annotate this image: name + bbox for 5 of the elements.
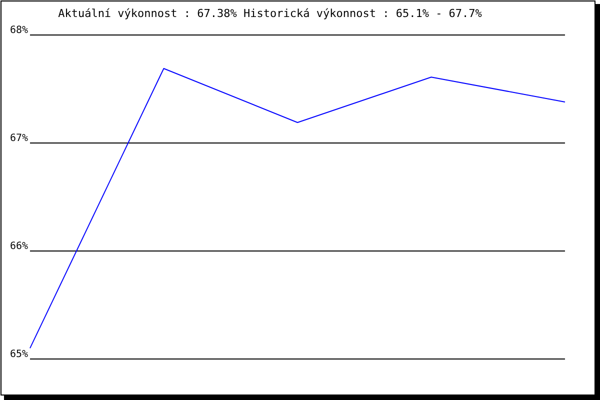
chart-title: Aktuální výkonnost : 67.38% Historická výkonnost : 65.1% - 67.7% bbox=[58, 7, 482, 20]
y-tick-label: 66% bbox=[10, 241, 28, 252]
y-tick-label: 68% bbox=[10, 25, 28, 36]
y-tick-label: 67% bbox=[10, 133, 28, 144]
y-tick-label: 65% bbox=[10, 349, 28, 360]
